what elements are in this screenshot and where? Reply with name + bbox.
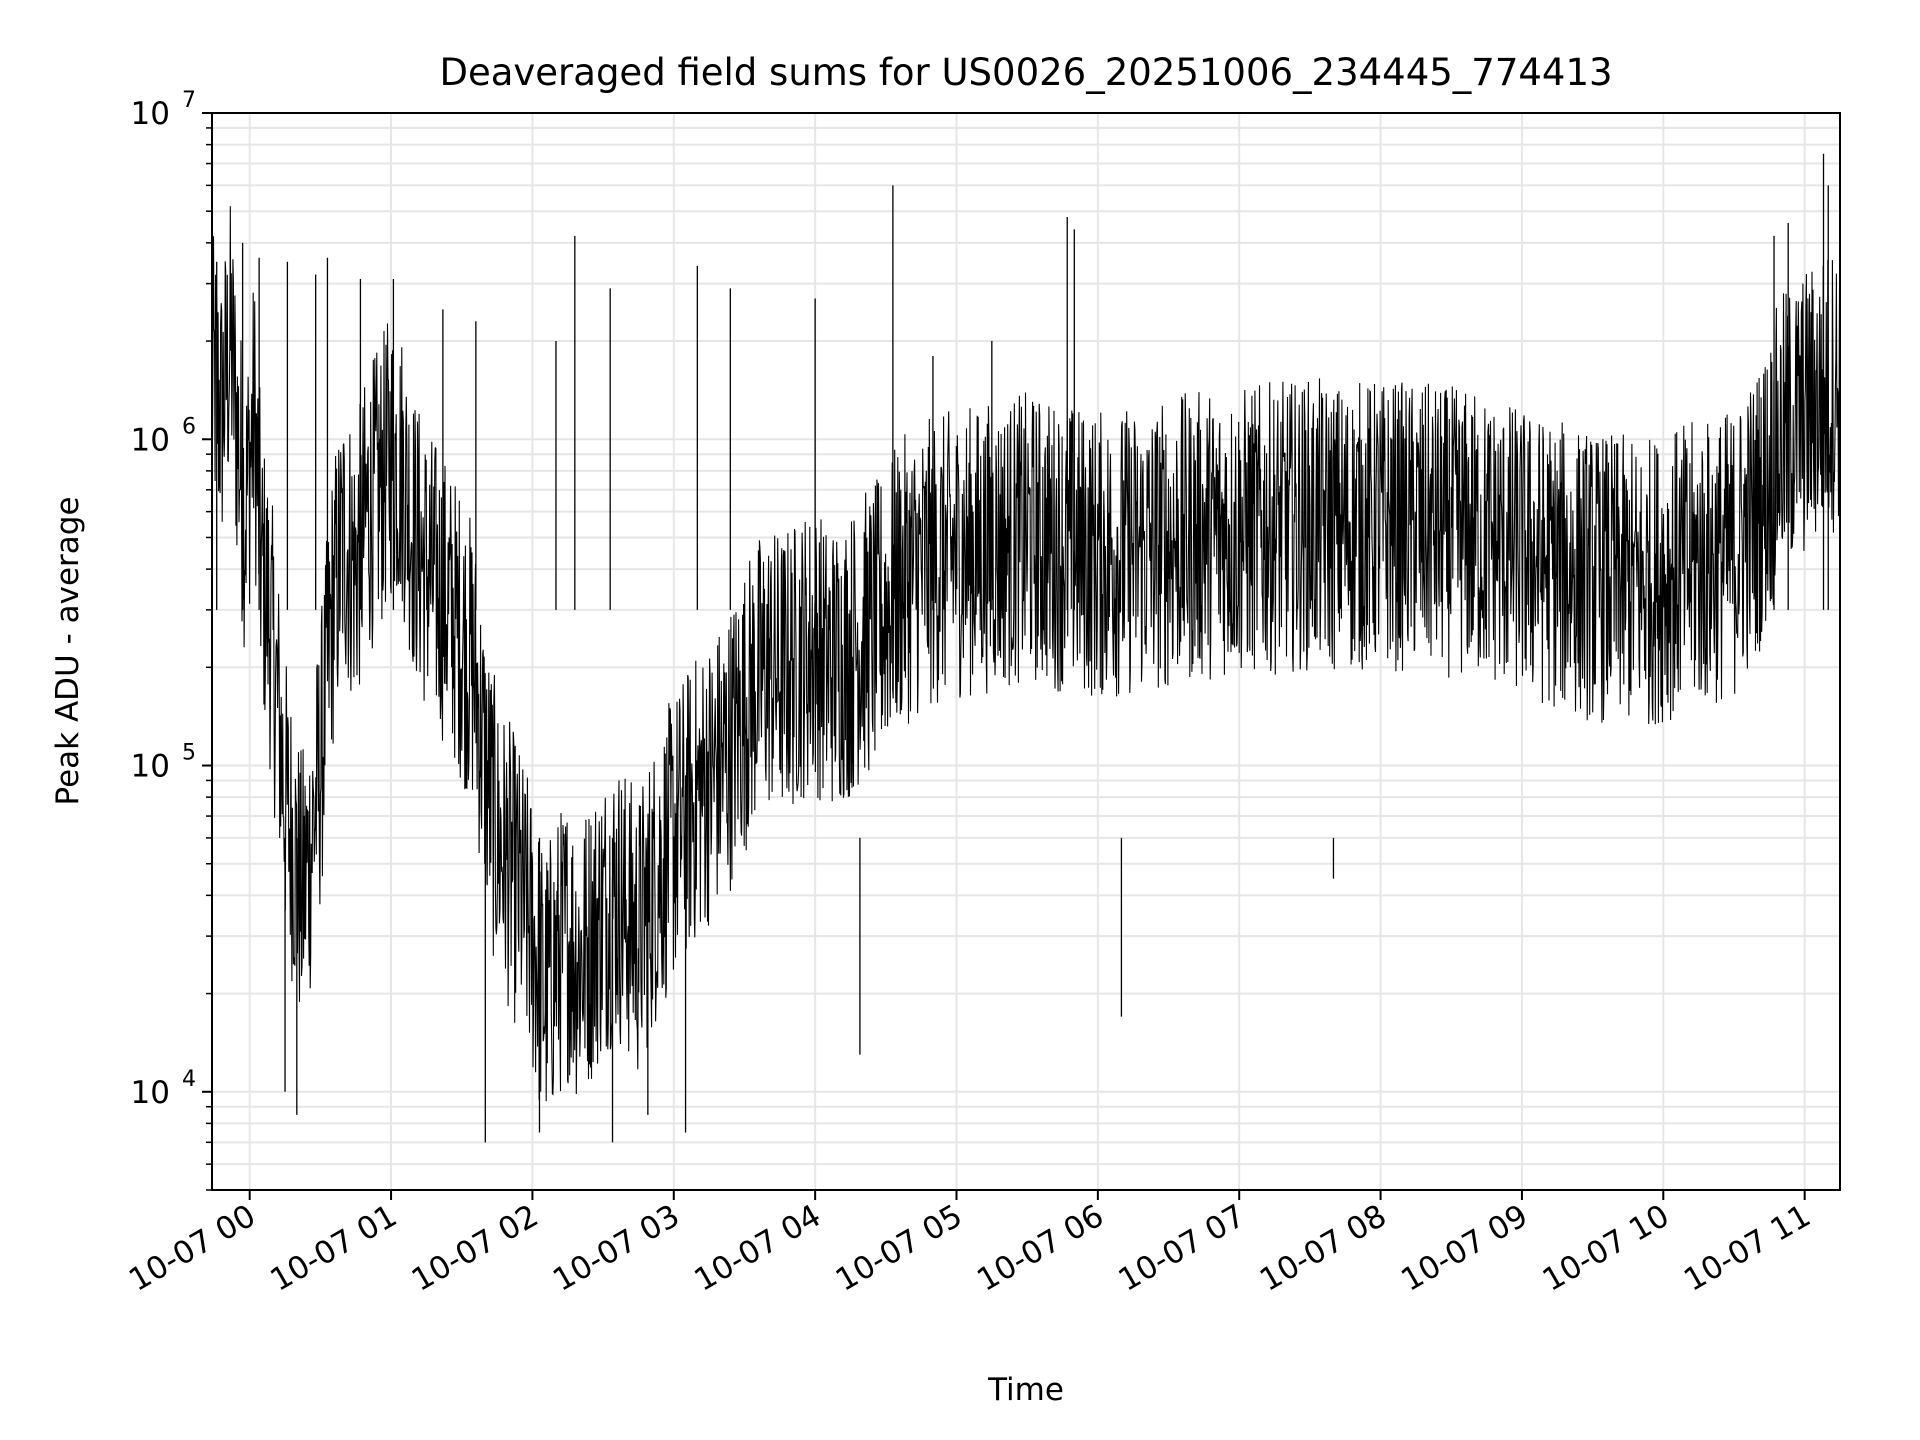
y-tick-exponent: 7 xyxy=(182,88,196,113)
series-line xyxy=(211,153,1841,1143)
y-tick-label: 10 xyxy=(131,1075,170,1111)
y-axis: 10 4 10 5 10 6 10 7 xyxy=(131,88,212,1191)
plot-frame xyxy=(211,112,1841,1191)
y-tick-exponent: 6 xyxy=(182,414,196,439)
y-tick-label: 10 xyxy=(131,749,170,785)
y-tick-exponent: 5 xyxy=(182,741,196,766)
y-tick-exponent: 4 xyxy=(182,1067,196,1092)
y-tick-label: 10 xyxy=(131,422,170,458)
y-tick-label: 10 xyxy=(131,96,170,132)
chart-title: Deaveraged field sums for US0026_2025100… xyxy=(439,51,1612,94)
data-line xyxy=(211,206,1841,1102)
y-axis-label: Peak ADU - average xyxy=(50,496,86,805)
x-axis-label: Time xyxy=(987,1372,1064,1408)
